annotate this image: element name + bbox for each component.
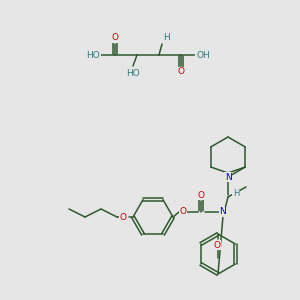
Text: O: O: [119, 212, 127, 221]
Text: HO: HO: [86, 50, 100, 59]
Text: O: O: [214, 241, 220, 250]
Text: H: H: [233, 188, 239, 197]
Text: HO: HO: [126, 70, 140, 79]
Text: O: O: [178, 68, 184, 76]
Text: N: N: [225, 172, 231, 182]
Text: H: H: [163, 32, 170, 41]
Text: O: O: [197, 190, 205, 200]
Text: N: N: [220, 208, 226, 217]
Text: OH: OH: [196, 50, 210, 59]
Text: O: O: [179, 208, 187, 217]
Text: O: O: [112, 34, 118, 43]
